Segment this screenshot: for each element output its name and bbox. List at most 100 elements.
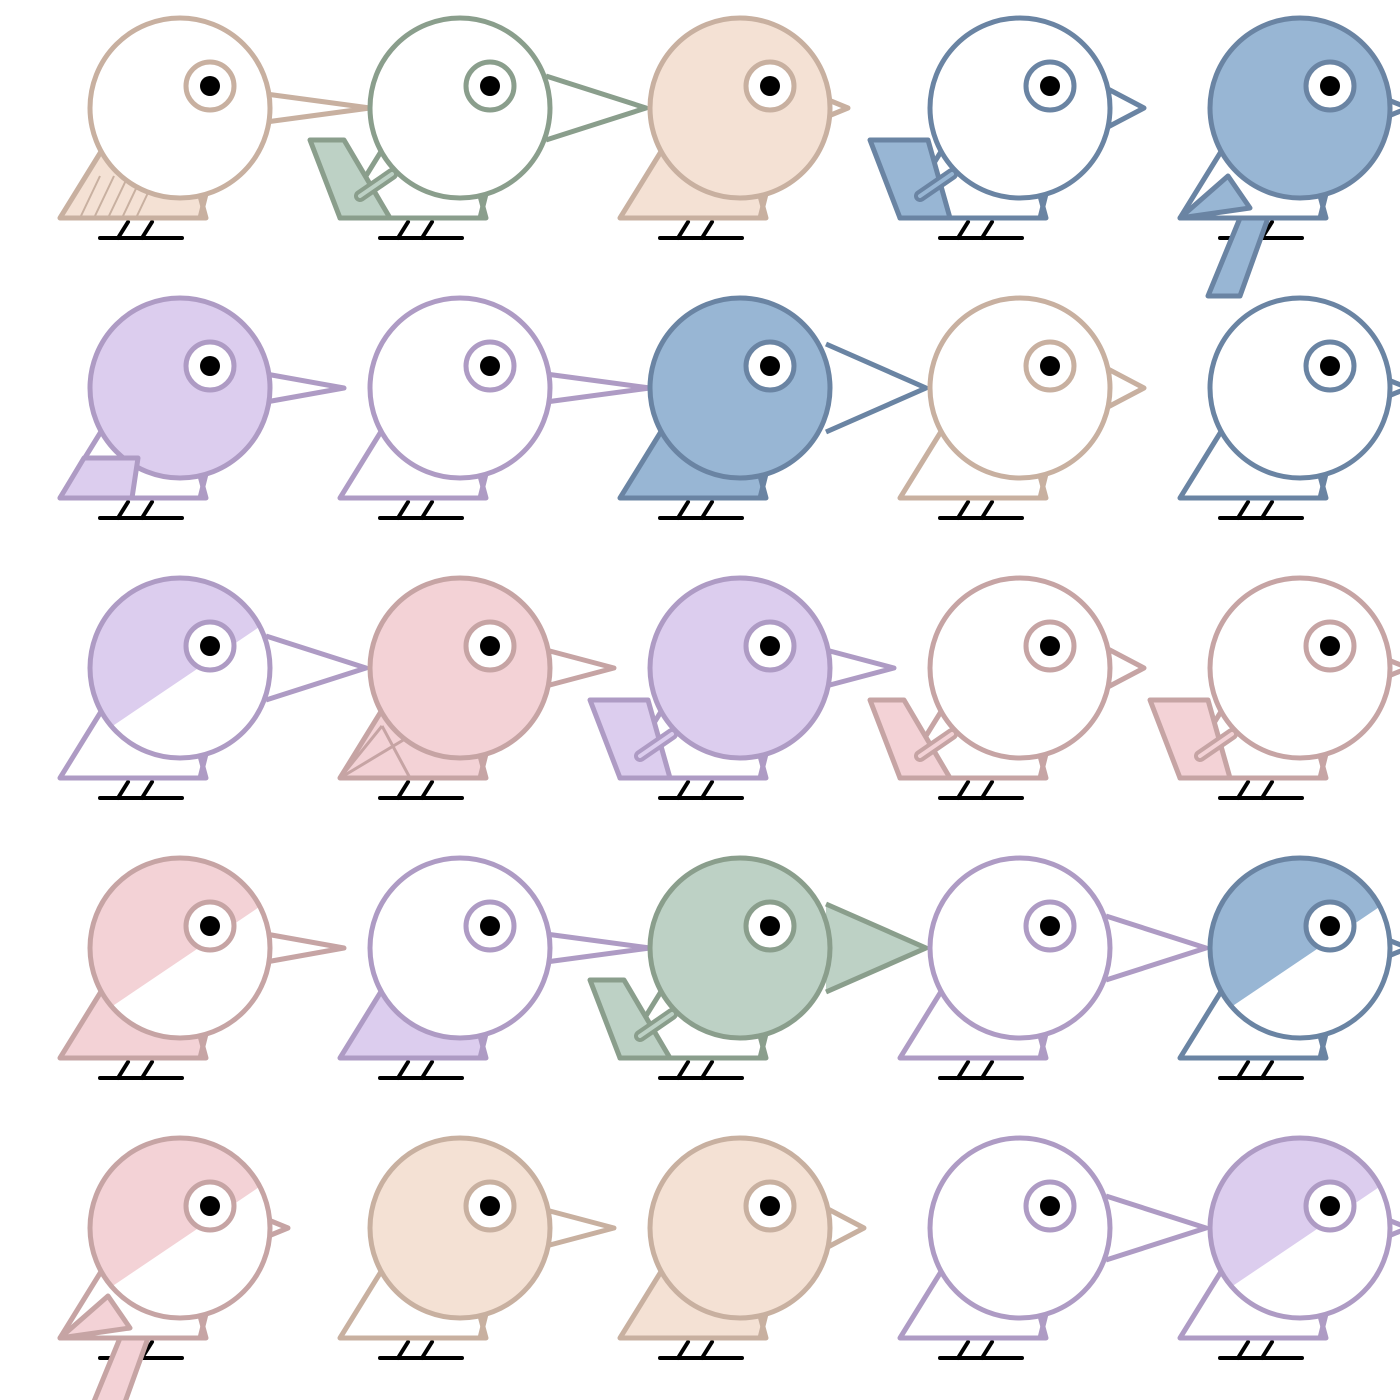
eye-pupil	[480, 636, 500, 656]
body	[370, 858, 550, 1038]
eye-icon	[1303, 899, 1357, 953]
body	[370, 18, 550, 198]
body-outline	[1207, 855, 1393, 1041]
body-outline	[367, 295, 553, 481]
body-outline	[367, 15, 553, 201]
body-outline	[1207, 575, 1393, 761]
beak	[1104, 85, 1147, 131]
beak	[824, 1205, 867, 1251]
leg-right	[700, 780, 714, 800]
eye-pupil	[1320, 636, 1340, 656]
body-outline	[927, 855, 1113, 1041]
body-outline	[87, 1135, 273, 1321]
bird	[337, 1135, 617, 1360]
beak	[1104, 645, 1147, 691]
belly	[1260, 473, 1329, 501]
belly	[420, 753, 489, 781]
bird	[897, 1135, 1209, 1360]
body	[650, 858, 830, 1038]
eye-pupil	[1320, 916, 1340, 936]
body-outline	[647, 15, 833, 201]
belly	[980, 473, 1049, 501]
leg-left	[1236, 1060, 1250, 1080]
leg-left	[396, 1340, 410, 1360]
leg-left	[956, 220, 970, 240]
feet	[98, 500, 184, 520]
bird	[337, 575, 617, 800]
feet	[658, 780, 744, 800]
body-outline	[367, 1135, 553, 1321]
eye-icon	[743, 59, 797, 113]
belly	[140, 193, 209, 221]
beak	[265, 633, 369, 703]
bird	[57, 1135, 291, 1400]
belly	[700, 473, 769, 501]
bird	[1177, 855, 1400, 1080]
beak	[1105, 1193, 1209, 1263]
wing-box	[57, 455, 141, 501]
leg-right	[700, 1340, 714, 1360]
eye-icon	[743, 339, 797, 393]
body	[370, 298, 550, 478]
feet	[938, 220, 1024, 240]
leg-right	[700, 220, 714, 240]
belly	[140, 1313, 209, 1341]
eye-pupil	[760, 916, 780, 936]
feet	[938, 1060, 1024, 1080]
eye-pupil	[1040, 636, 1060, 656]
leg-right	[420, 780, 434, 800]
body-outline	[647, 855, 833, 1041]
body-cap	[1210, 858, 1390, 1028]
belly	[700, 193, 769, 221]
leg-right	[1260, 1340, 1274, 1360]
body	[930, 858, 1110, 1038]
body-outline	[927, 295, 1113, 481]
beak	[265, 371, 347, 405]
body	[90, 18, 270, 198]
leg-left	[676, 780, 690, 800]
leg-right	[1260, 780, 1274, 800]
feet	[378, 1340, 464, 1360]
belly	[420, 1313, 489, 1341]
body-outline	[647, 295, 833, 481]
leg-right	[980, 1340, 994, 1360]
belly	[420, 193, 489, 221]
wing-shoulder-fill	[918, 172, 954, 198]
leg-left	[676, 1340, 690, 1360]
body	[650, 1138, 830, 1318]
body-outline	[367, 855, 553, 1041]
leg-right	[140, 500, 154, 520]
eye-icon	[1023, 339, 1077, 393]
wing-raised	[1147, 697, 1233, 781]
feet	[938, 1340, 1024, 1360]
leg-right	[980, 220, 994, 240]
wing-raised	[587, 697, 673, 781]
body	[1210, 578, 1390, 758]
leg-right	[420, 1060, 434, 1080]
wing-shoulder-fill	[358, 172, 394, 198]
eye-pupil	[1320, 1196, 1340, 1216]
body-outline	[87, 855, 273, 1041]
bird	[57, 15, 373, 240]
belly	[1260, 1313, 1329, 1341]
wing-shoulder-fill	[918, 732, 954, 758]
wing-hatch	[107, 175, 129, 219]
belly	[700, 1033, 769, 1061]
feet	[1218, 1060, 1304, 1080]
leg-left	[1236, 780, 1250, 800]
leg-right	[980, 780, 994, 800]
feet	[658, 1340, 744, 1360]
feet	[658, 1060, 744, 1080]
body	[930, 1138, 1110, 1318]
wing-raised	[867, 137, 953, 221]
leg-left	[1236, 500, 1250, 520]
bird	[1147, 575, 1400, 800]
leg-left	[116, 1060, 130, 1080]
eye-icon	[183, 619, 237, 673]
eye-pupil	[760, 636, 780, 656]
bird	[57, 295, 347, 520]
beak	[1104, 365, 1147, 411]
belly	[980, 193, 1049, 221]
eye-icon	[183, 899, 237, 953]
